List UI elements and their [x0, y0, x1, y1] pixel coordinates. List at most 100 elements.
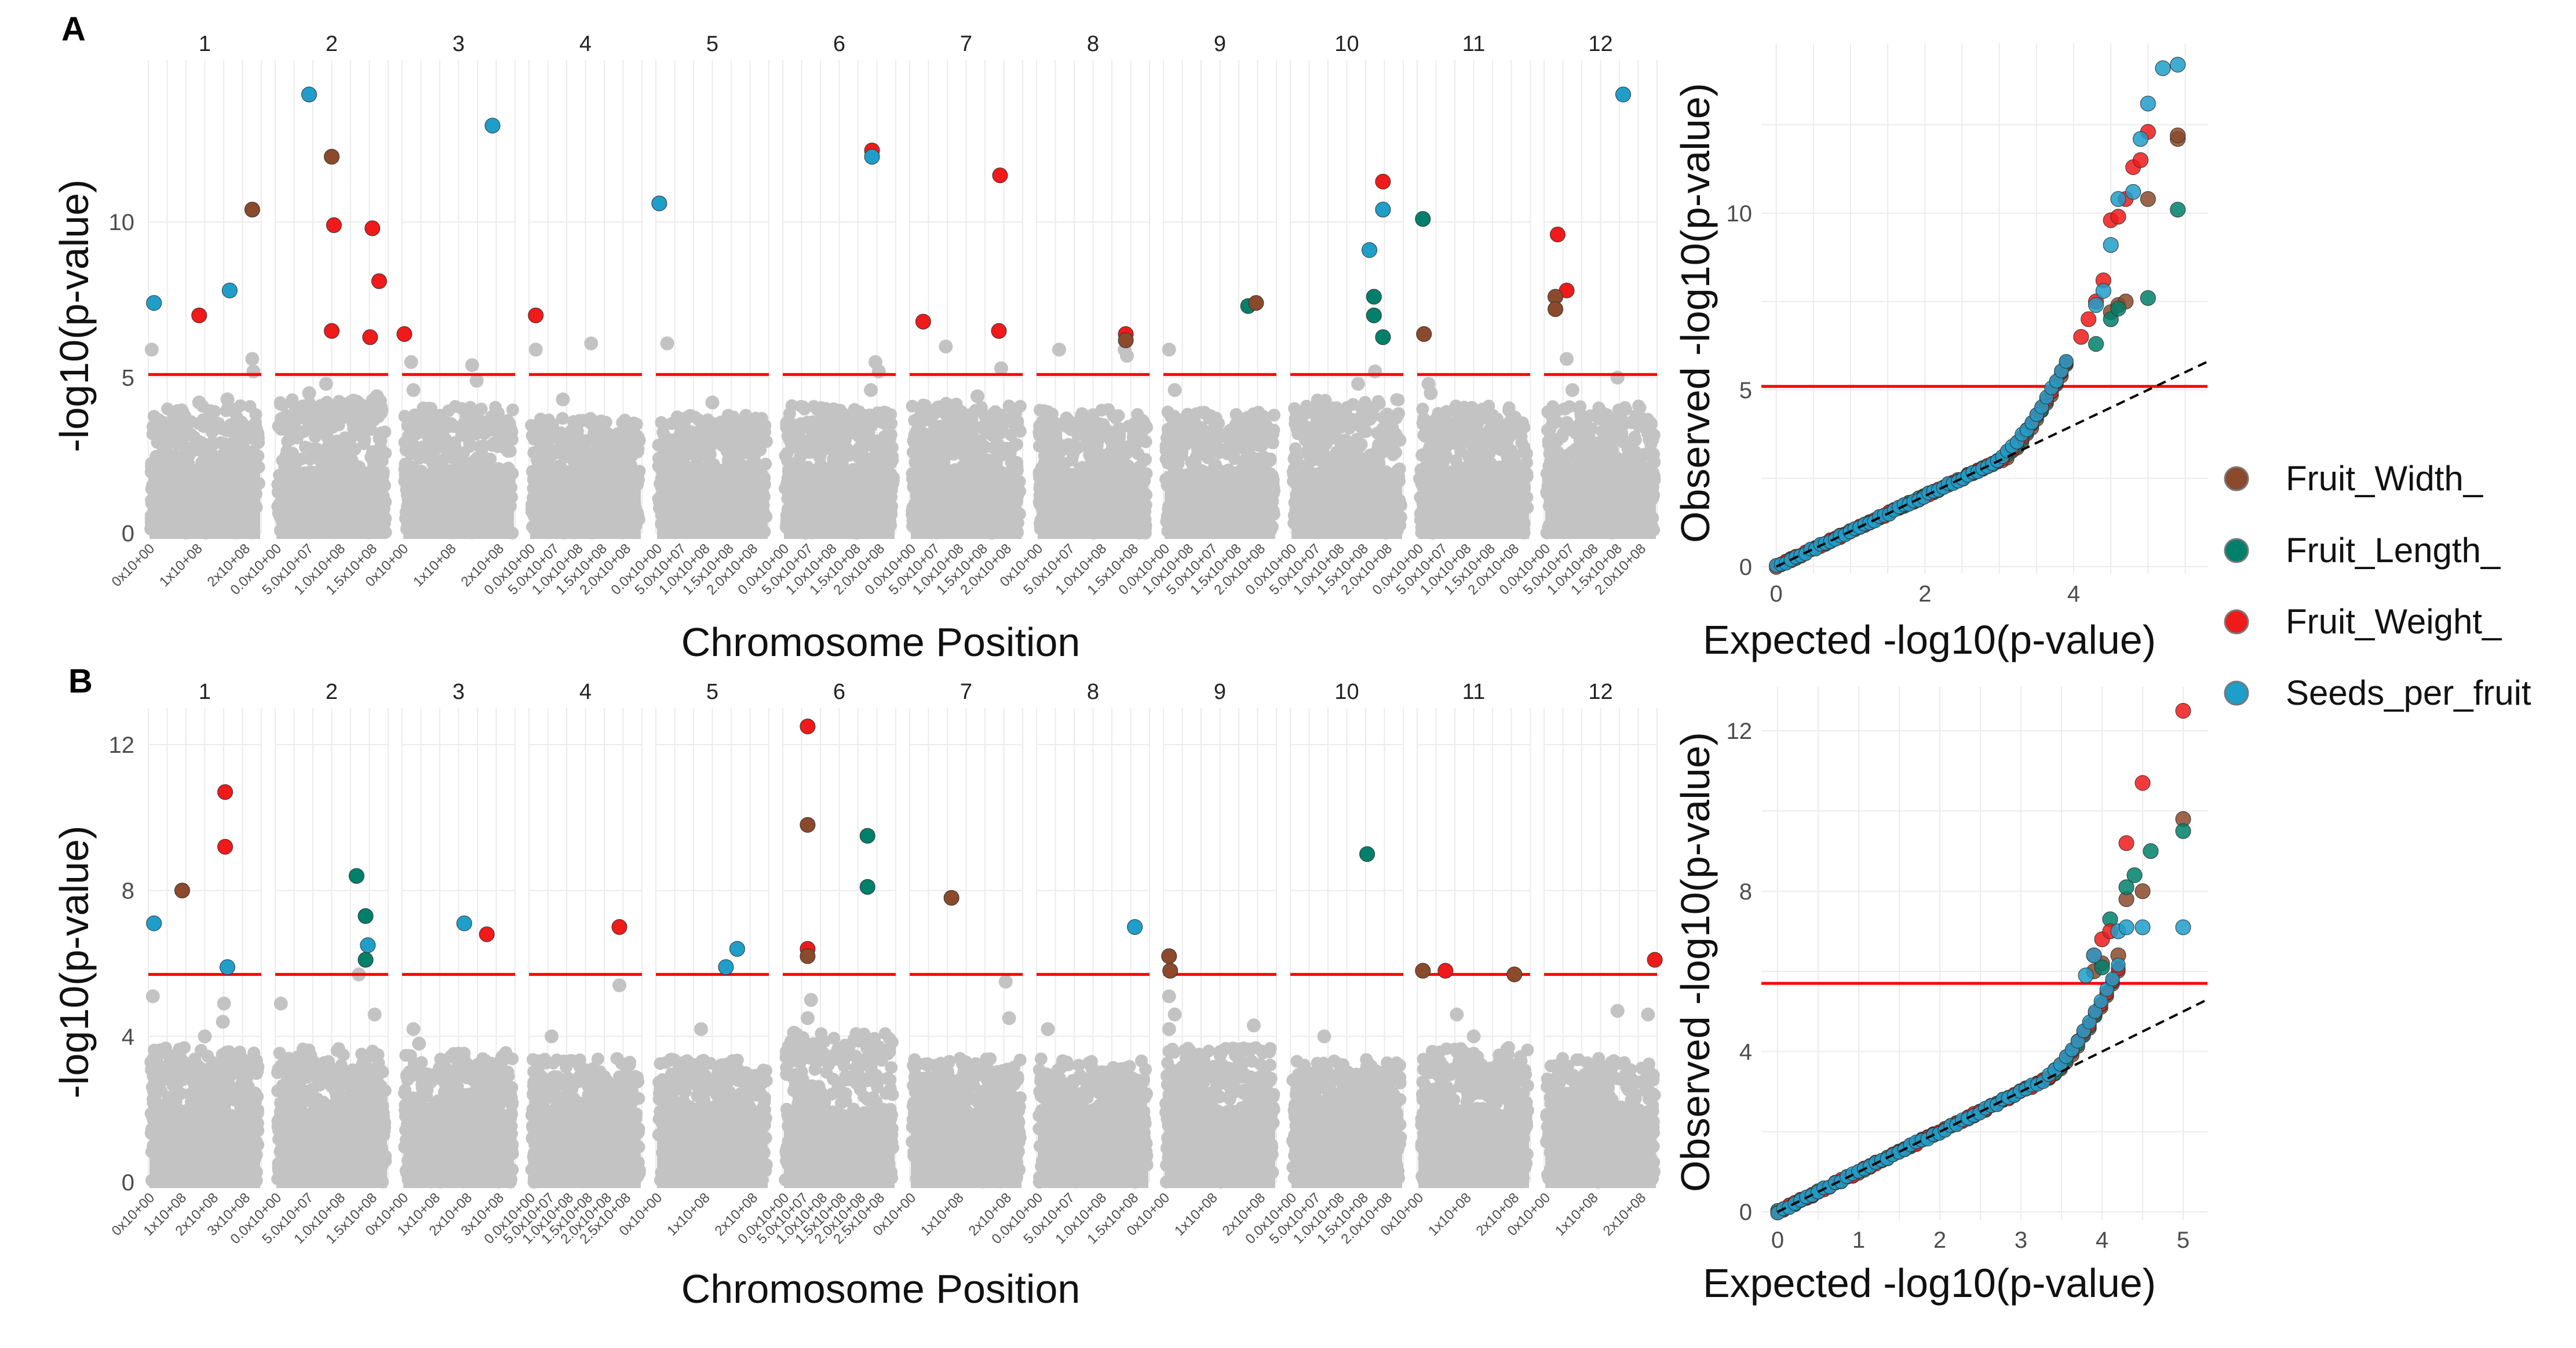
snp-point — [559, 436, 572, 450]
chromosome-label: 3 — [453, 32, 465, 56]
snp-point — [827, 402, 840, 416]
snp-point — [353, 404, 366, 417]
snp-point — [1140, 421, 1154, 434]
snp-point — [1175, 449, 1188, 462]
snp-point — [703, 447, 717, 461]
snp-point — [1041, 444, 1055, 457]
snp-point — [402, 441, 415, 454]
snp-point — [780, 418, 793, 432]
significant-snp-point — [362, 329, 378, 345]
significant-snp-point — [191, 307, 207, 323]
significant-snp-point — [324, 323, 340, 339]
background-points — [1032, 403, 1154, 540]
snp-point — [235, 416, 249, 429]
snp-point — [1083, 442, 1096, 456]
snp-point — [233, 399, 247, 413]
snp-point — [884, 432, 896, 445]
chromosome-facet-2: 20.0x10+005.0x10+071.0x10+081.5x10+08 — [227, 32, 392, 598]
snp-point — [627, 416, 640, 429]
snp-density-band — [276, 471, 387, 539]
significant-snp-point — [324, 148, 340, 165]
snp-point — [914, 409, 927, 422]
snp-point — [1092, 417, 1105, 430]
snp-point — [848, 406, 861, 419]
snp-point — [1106, 455, 1119, 468]
snp-point — [760, 435, 773, 448]
snp-point — [542, 442, 555, 455]
snp-point — [942, 399, 955, 412]
significant-snp-point — [651, 195, 667, 212]
background-points — [1286, 393, 1407, 540]
snp-point — [1004, 428, 1017, 442]
snp-point — [1267, 409, 1280, 422]
snp-point — [444, 417, 458, 430]
snp-point — [232, 433, 245, 447]
snp-point — [319, 456, 332, 469]
snp-point — [1190, 450, 1203, 463]
significant-snp-point — [371, 273, 387, 289]
snp-point-grey — [1162, 343, 1176, 357]
snp-point — [487, 436, 501, 450]
snp-point — [815, 421, 829, 434]
background-points — [906, 396, 1027, 540]
snp-point — [249, 416, 262, 429]
chromosome-label: 8 — [1087, 32, 1099, 56]
snp-point — [1213, 446, 1226, 460]
snp-point — [420, 442, 433, 455]
snp-point — [440, 450, 453, 464]
snp-point — [314, 399, 327, 412]
snp-point-grey — [705, 395, 720, 410]
snp-point-grey — [528, 343, 543, 357]
snp-point — [366, 445, 380, 458]
snp-point — [1113, 431, 1126, 444]
y-tick-label: 0 — [122, 521, 134, 547]
snp-point — [841, 443, 855, 456]
snp-point — [1093, 451, 1107, 464]
snp-point — [273, 396, 287, 409]
significant-snp-point — [396, 326, 413, 342]
snp-point — [365, 407, 378, 420]
snp-point — [1107, 409, 1120, 422]
snp-point — [692, 413, 705, 427]
snp-point — [940, 431, 954, 445]
snp-point — [596, 418, 610, 432]
snp-point-grey — [370, 389, 384, 403]
significant-snp-point — [484, 118, 501, 134]
snp-point — [744, 425, 757, 439]
snp-point-grey — [220, 392, 235, 407]
snp-point — [807, 400, 820, 413]
snp-point — [157, 455, 170, 468]
snp-point — [398, 410, 411, 423]
significant-snp-point — [864, 148, 880, 165]
snp-point — [176, 405, 189, 418]
background-points — [144, 399, 265, 540]
snp-density-band — [911, 471, 1021, 539]
snp-density-band — [403, 471, 514, 539]
snp-point — [1041, 405, 1055, 418]
snp-point — [1064, 422, 1077, 436]
snp-point — [655, 416, 668, 429]
snp-point — [422, 424, 435, 436]
snp-point — [374, 433, 387, 447]
snp-point — [1132, 433, 1145, 446]
snp-point — [1121, 446, 1134, 460]
snp-point — [418, 406, 431, 419]
snp-point — [853, 452, 866, 465]
snp-point — [878, 405, 891, 418]
snp-point — [571, 429, 584, 443]
significant-snp-point — [221, 282, 238, 298]
snp-point — [434, 427, 447, 440]
snp-point — [973, 402, 987, 416]
background-points — [271, 393, 392, 540]
snp-density-band — [657, 471, 768, 539]
significant-snp-point — [1118, 332, 1134, 348]
snp-point — [1263, 454, 1276, 467]
snp-point — [1076, 420, 1089, 433]
background-points — [398, 400, 519, 540]
snp-point-grey — [246, 364, 261, 378]
x-tick-label: 1x10+08 — [156, 541, 206, 590]
y-tick-label: 10 — [109, 210, 135, 235]
snp-point — [1009, 407, 1022, 421]
snp-point — [425, 453, 438, 466]
